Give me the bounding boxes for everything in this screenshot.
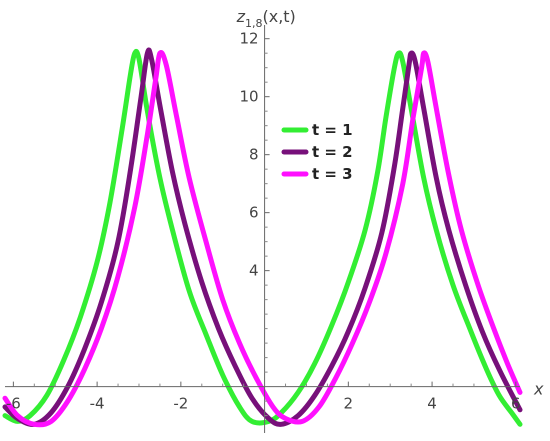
x-tick-label: 2 (344, 395, 354, 413)
y-tick-label: 12 (239, 30, 258, 48)
x-ticks: -6 -4 -2 2 4 6 (6, 381, 521, 413)
y-ticks: 4 6 8 10 12 (239, 30, 270, 417)
x-tick-label: 6 (511, 395, 521, 413)
y-axis-label-main: z (236, 7, 246, 26)
y-tick-label: 10 (239, 88, 258, 106)
y-axis-label-subscript: 1,8 (245, 17, 263, 30)
y-tick-label: 6 (249, 204, 259, 222)
y-axis-label-args: (x,t) (262, 7, 295, 26)
legend-label: t = 1 (312, 121, 353, 139)
x-tick-label: -2 (173, 395, 188, 413)
x-axis-label: x (533, 380, 544, 399)
legend-label: t = 2 (312, 143, 353, 161)
x-tick-label: 4 (427, 395, 437, 413)
y-axis-label: z1,8(x,t) (236, 7, 296, 30)
y-tick-label: 8 (249, 146, 259, 164)
series-line (2, 47, 523, 427)
x-tick-label: -6 (6, 395, 21, 413)
series-line (2, 50, 523, 428)
legend-label: t = 3 (312, 165, 353, 183)
y-tick-label: 4 (249, 262, 259, 280)
x-tick-label: -4 (90, 395, 105, 413)
legend: t = 1 t = 2 t = 3 (281, 121, 353, 183)
series-curves (2, 47, 523, 428)
